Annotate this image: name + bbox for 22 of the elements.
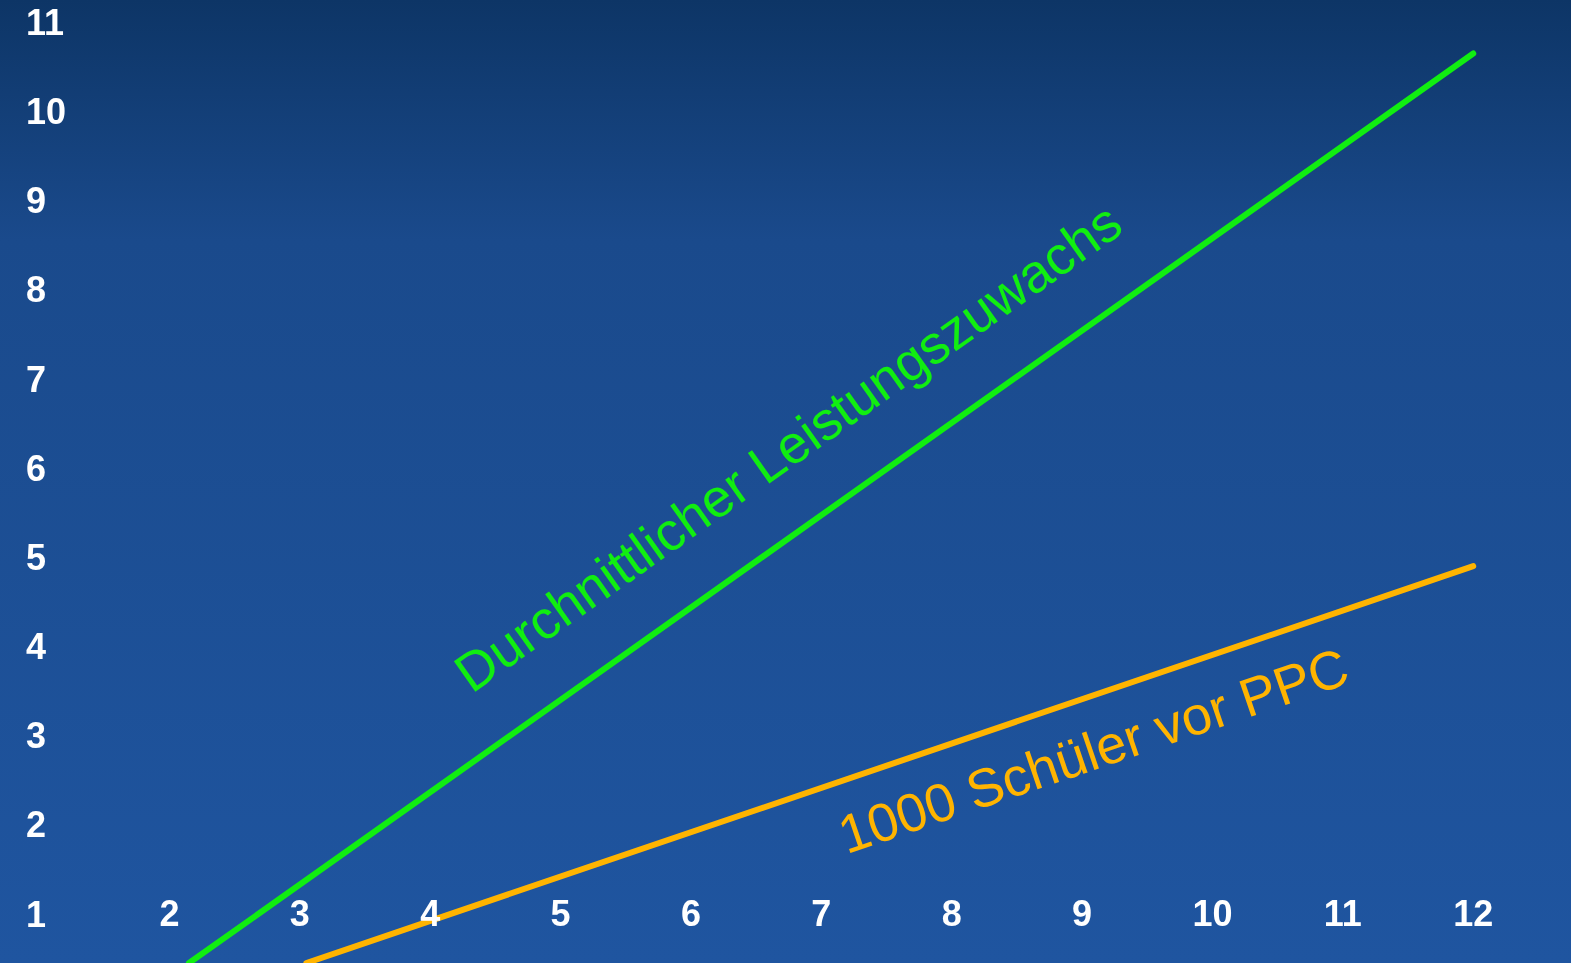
y-tick-label: 2 [26, 804, 47, 846]
y-tick-label: 10 [26, 91, 67, 133]
y-tick-label: 5 [26, 536, 47, 578]
text: 1000 Schüler vor PPC [830, 635, 1356, 865]
y-tick-label: 11 [26, 1, 65, 43]
x-tick-label: 7 [811, 892, 832, 934]
x-tick-label: 6 [680, 892, 701, 934]
x-tick-label: 10 [1192, 892, 1233, 934]
y-tick-label: 7 [26, 358, 47, 400]
y-tick-label: 3 [26, 715, 47, 757]
y-tick-label: 4 [26, 626, 47, 668]
x-tick-label: 9 [1072, 892, 1093, 934]
x-tick-label: 11 [1323, 892, 1362, 934]
x-tick-label: 12 [1453, 892, 1494, 934]
y-tick-label: 9 [26, 180, 47, 222]
y-tick-label: 6 [26, 447, 47, 489]
y-tick-label: 1 [26, 893, 47, 935]
y-tick-label: 8 [26, 269, 47, 311]
x-tick-label: 5 [550, 892, 571, 934]
x-tick-label: 2 [159, 892, 180, 934]
x-tick-label: 8 [941, 892, 962, 934]
x-tick-label: 3 [289, 892, 310, 934]
